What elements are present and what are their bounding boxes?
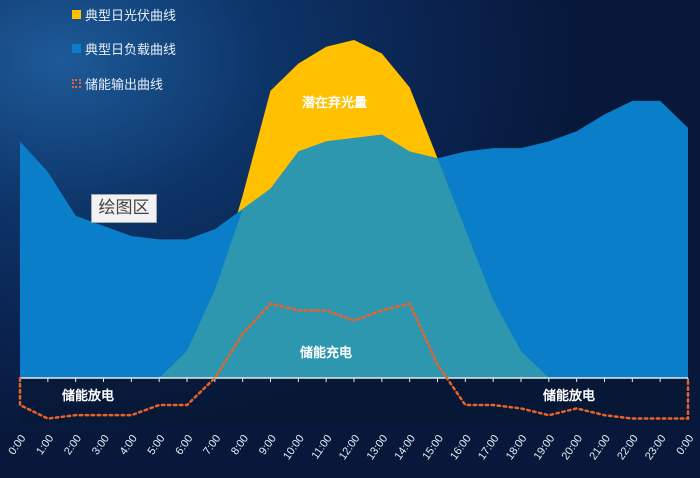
legend-swatch-solar: [72, 10, 81, 19]
x-tick-label: 17:00: [476, 433, 502, 462]
legend-swatch-storage: [72, 79, 81, 88]
overlap-area: [20, 134, 688, 378]
legend-swatch-load: [72, 44, 81, 53]
x-tick-label: 13:00: [365, 433, 391, 462]
x-tick-label: 23:00: [643, 433, 669, 462]
x-tick-label: 0:00: [6, 433, 28, 457]
x-tick-label: 2:00: [62, 433, 84, 457]
x-tick-label: 19:00: [532, 433, 558, 462]
x-tick-label: 4:00: [118, 433, 140, 457]
x-tick-label: 0:00: [674, 433, 696, 457]
x-tick-label: 15:00: [420, 433, 446, 462]
x-tick-label: 14:00: [393, 433, 419, 462]
x-tick-label: 11:00: [309, 433, 334, 462]
x-tick-label: 10:00: [281, 433, 307, 462]
x-tick-label: 16:00: [448, 433, 474, 462]
annotation-discharge-right: 储能放电: [543, 389, 596, 404]
x-tick-label: 18:00: [504, 433, 530, 462]
legend-item-storage: 储能输出曲线: [72, 74, 163, 93]
legend-item-load: 典型日负载曲线: [72, 39, 176, 58]
x-tick-label: 1:00: [34, 433, 56, 457]
plot-area-label: 绘图区: [91, 194, 157, 223]
x-tick-label: 12:00: [337, 433, 363, 462]
x-tick-label: 8:00: [229, 433, 251, 457]
x-tick-label: 21:00: [587, 433, 613, 462]
x-tick-label: 22:00: [615, 433, 641, 462]
x-tick-label: 7:00: [201, 433, 223, 457]
x-tick-label: 20:00: [560, 433, 586, 462]
legend-label-load: 典型日负载曲线: [85, 43, 177, 58]
legend-item-solar: 典型日光伏曲线: [72, 5, 176, 24]
annotation-charging: 储能充电: [300, 346, 353, 361]
x-tick-label: 5:00: [146, 433, 168, 457]
x-tick-label: 6:00: [173, 433, 195, 457]
legend-label-solar: 典型日光伏曲线: [85, 9, 177, 24]
annotation-curtailment: 潜在弃光量: [302, 96, 368, 111]
x-tick-label: 3:00: [90, 433, 112, 457]
x-tick-label: 9:00: [257, 433, 279, 457]
annotation-discharge-left: 储能放电: [62, 389, 115, 404]
legend-label-storage: 储能输出曲线: [85, 78, 164, 93]
